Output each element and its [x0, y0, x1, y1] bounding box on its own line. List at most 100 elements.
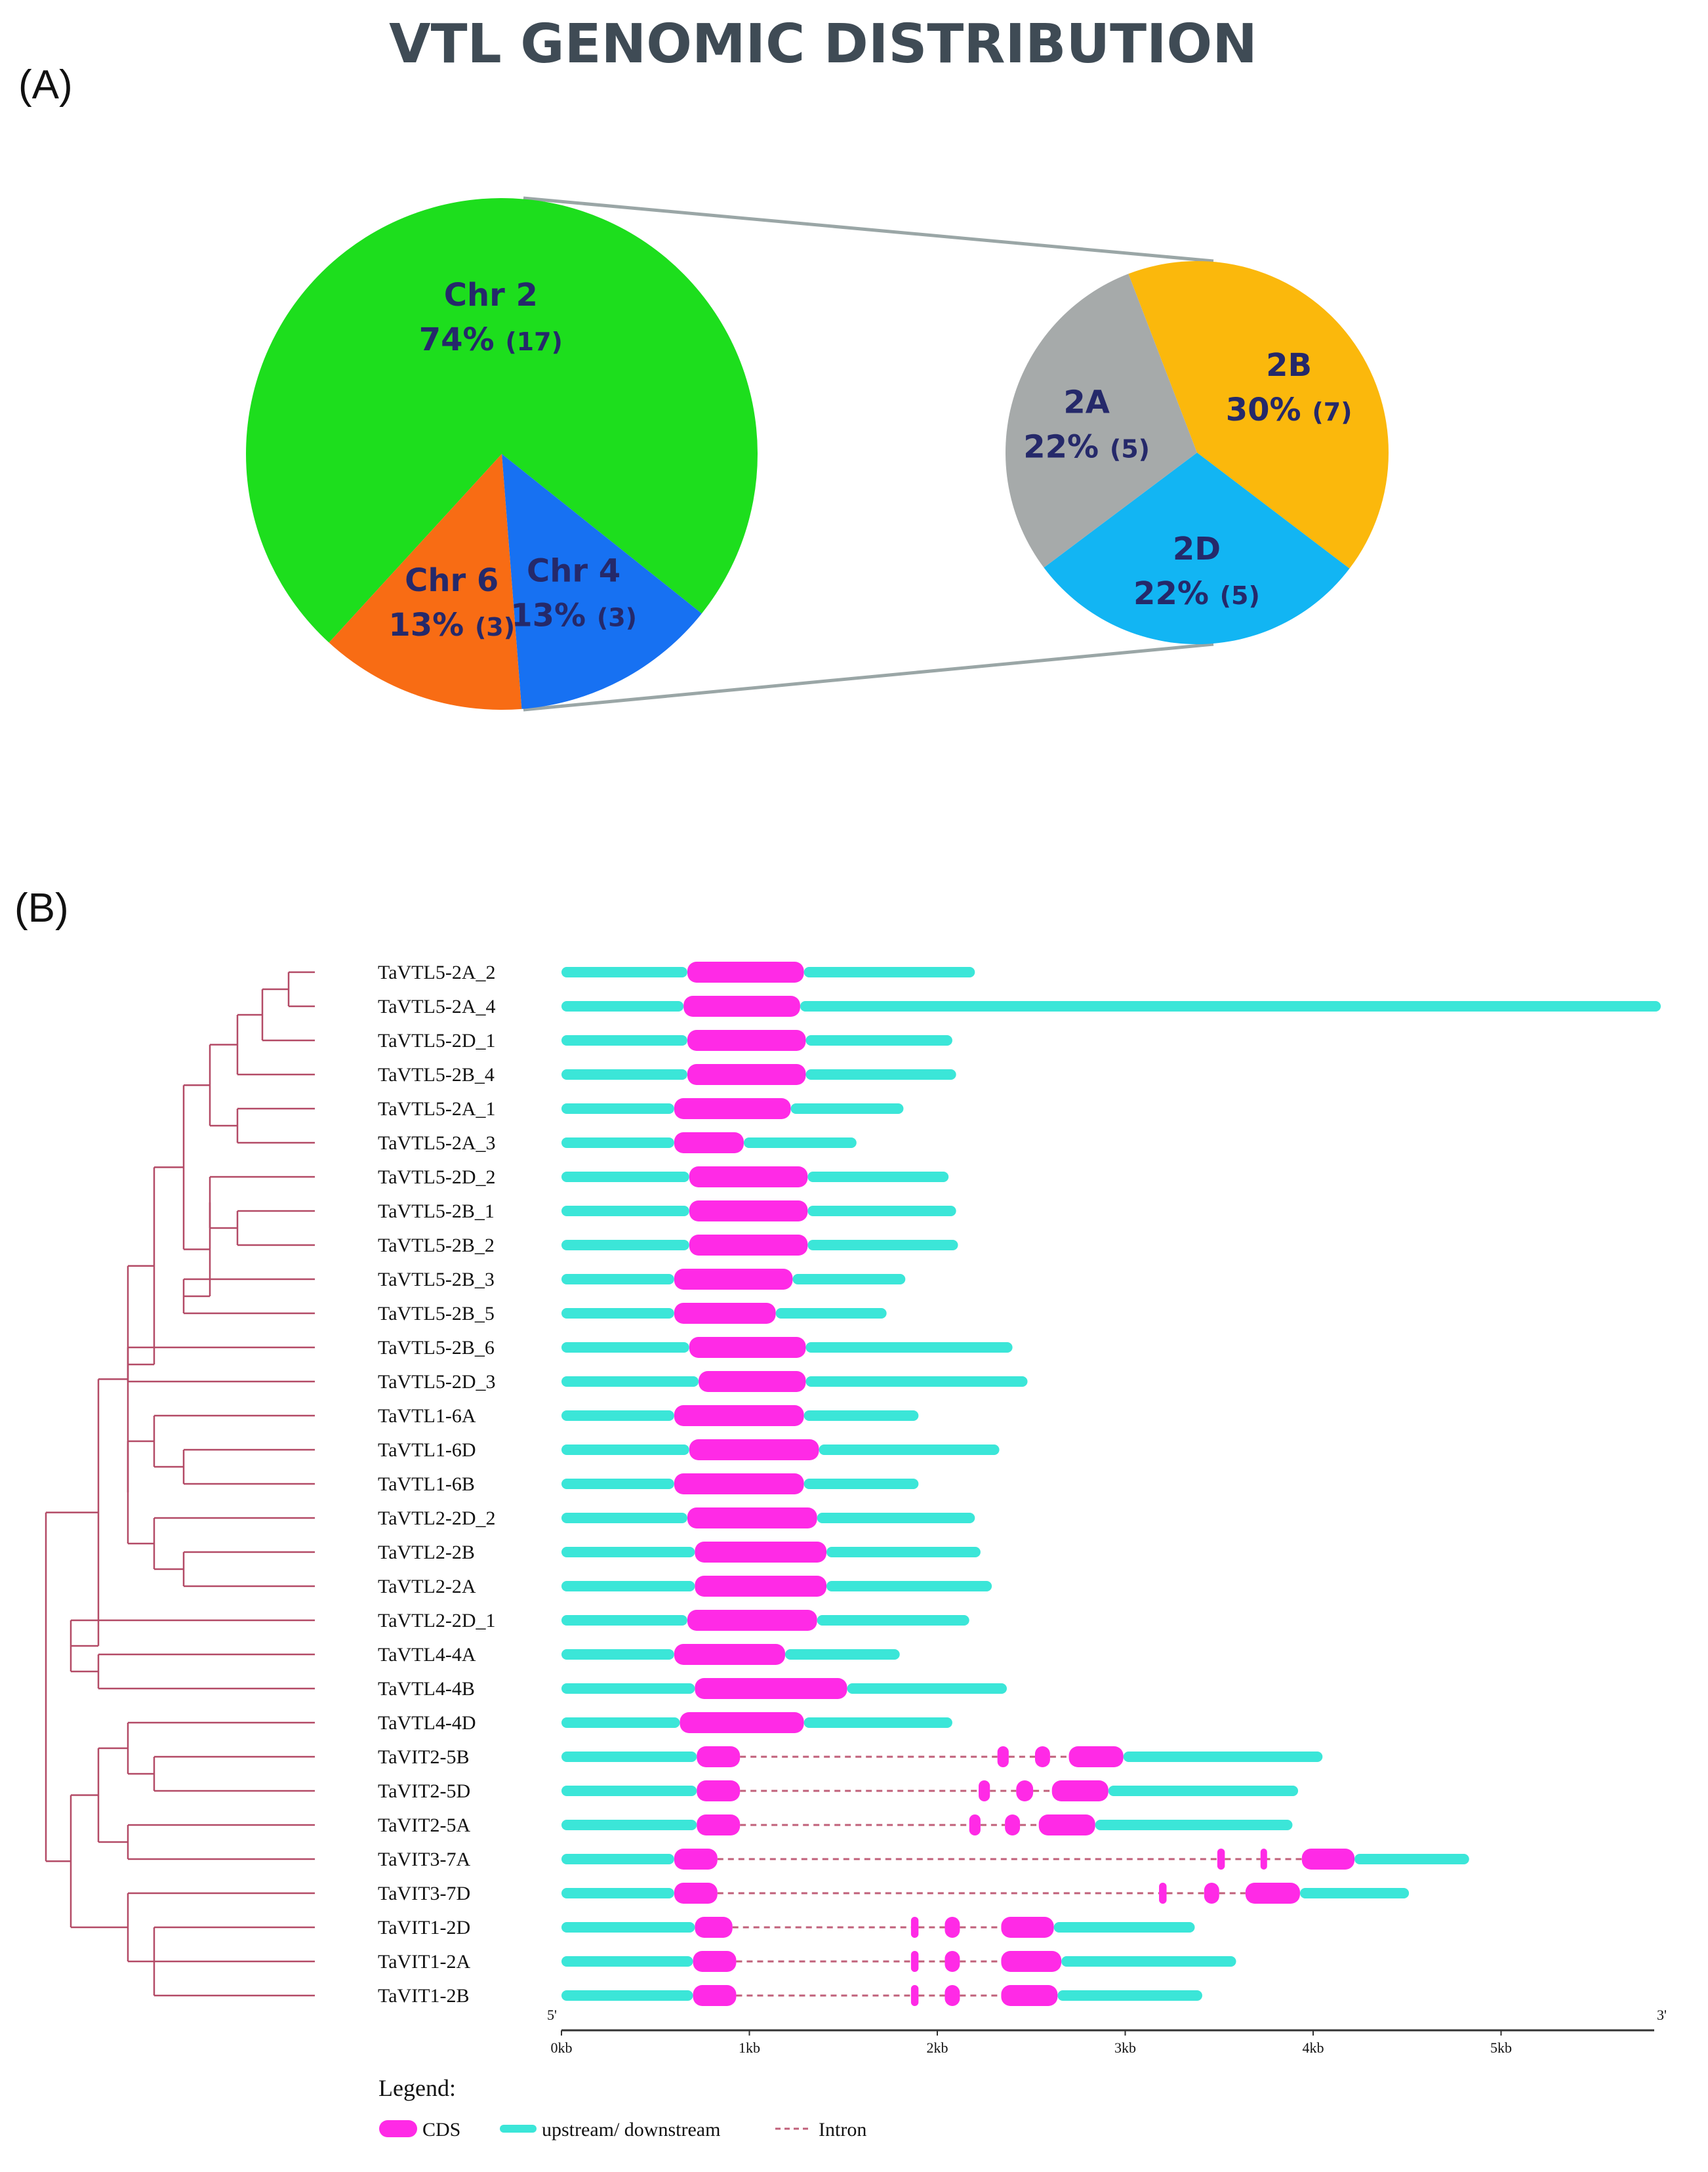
gene-row: [561, 1473, 919, 1494]
utr-upstream: [561, 1240, 689, 1250]
gene-label: TaVTL5-2A_4: [378, 996, 496, 1017]
utr-downstream: [803, 1479, 919, 1489]
phylogenetic-tree: [45, 971, 315, 1997]
utr-upstream: [561, 1683, 695, 1694]
utr-downstream: [805, 1069, 956, 1080]
gene-row: [561, 1064, 956, 1085]
gene-row: [561, 1542, 981, 1563]
utr-downstream: [807, 1240, 958, 1250]
gene-row: [561, 1951, 1236, 1972]
cds-exon: [674, 1098, 791, 1119]
utr-upstream: [561, 1717, 680, 1728]
utr-upstream: [561, 1854, 674, 1864]
panel-b-gene-structure: TaVTL5-2A_2 TaVTL5-2A_4 TaVTL5-2D_1 TaVTL5-…: [45, 962, 1667, 2141]
utr-upstream: [561, 1410, 674, 1421]
cds-exon: [1051, 1780, 1108, 1801]
gene-label: TaVTL5-2B_1: [378, 1200, 495, 1222]
gene-label: TaVTL5-2D_2: [378, 1166, 496, 1188]
gene-label: TaVIT2-5A: [378, 1814, 471, 1836]
utr-downstream: [1108, 1786, 1299, 1796]
gene-row: [561, 1780, 1299, 1801]
cds-exon: [910, 1951, 919, 1972]
cds-exon: [695, 1678, 847, 1699]
utr-upstream: [561, 1376, 699, 1387]
gene-label: TaVIT3-7D: [378, 1883, 470, 1904]
utr-upstream: [561, 1990, 693, 2001]
main-pie-label-value-0: 74% (17): [419, 321, 563, 358]
cds-exon: [1068, 1746, 1124, 1767]
cds-exon: [689, 1200, 808, 1221]
utr-upstream: [561, 1752, 697, 1762]
gene-row: [561, 1303, 887, 1324]
gene-row: [561, 1337, 1013, 1358]
chr2-pie-label-value-0: 30% (7): [1226, 392, 1352, 428]
utr-downstream: [807, 1172, 949, 1182]
gene-label: TaVIT2-5D: [378, 1780, 470, 1802]
cds-exon: [683, 996, 800, 1017]
cds-exon: [945, 1951, 960, 1972]
gene-label: TaVTL5-2A_1: [378, 1098, 496, 1120]
utr-downstream: [1123, 1752, 1323, 1762]
utr-downstream: [743, 1137, 857, 1148]
cds-exon: [674, 1303, 776, 1324]
cds-exon: [674, 1132, 744, 1153]
cds-exon: [697, 1780, 741, 1801]
cds-exon: [689, 1337, 806, 1358]
utr-downstream: [805, 1342, 1013, 1353]
cds-exon: [687, 1610, 817, 1631]
utr-downstream: [803, 1410, 919, 1421]
legend-title: Legend:: [378, 2075, 456, 2101]
gene-label: TaVIT1-2B: [378, 1985, 470, 2007]
main-pie-label-value-1: 13% (3): [510, 598, 637, 634]
utr-upstream: [561, 1445, 689, 1455]
cds-exon: [1159, 1883, 1167, 1904]
cds-exon: [680, 1712, 804, 1733]
cds-exon: [674, 1849, 718, 1870]
gene-row: [561, 996, 1661, 1017]
utr-upstream: [561, 1308, 674, 1319]
legend-cds-swatch: [379, 2120, 417, 2137]
utr-downstream: [817, 1513, 975, 1523]
cds-exon: [697, 1746, 741, 1767]
utr-upstream: [561, 1069, 687, 1080]
cds-exon: [1001, 1951, 1062, 1972]
gene-label: TaVTL4-4A: [378, 1644, 476, 1666]
utr-upstream: [561, 1649, 674, 1660]
utr-upstream: [561, 1206, 689, 1216]
axis-start-label: 5': [547, 2007, 557, 2023]
gene-label: TaVIT2-5B: [378, 1746, 470, 1768]
gene-label: TaVTL5-2A_3: [378, 1132, 496, 1154]
gene-row: [561, 1883, 1410, 1904]
utr-downstream: [775, 1308, 887, 1319]
utr-upstream: [561, 1513, 687, 1523]
kb-axis: 0kb 1kb 2kb 3kb 4kb 5kb 5' 3': [547, 2007, 1667, 2056]
gene-row: [561, 1166, 949, 1187]
chr2-pie-label-value-1: 22% (5): [1133, 575, 1260, 612]
gene-label: TaVTL1-6B: [378, 1473, 475, 1495]
gene-row: [561, 1235, 958, 1256]
gene-label: TaVTL2-2A: [378, 1576, 476, 1597]
cds-exon: [1038, 1814, 1095, 1835]
gene-row: [561, 1098, 904, 1119]
gene-row: [561, 1030, 952, 1051]
gene-label: TaVTL2-2D_2: [378, 1507, 496, 1529]
utr-upstream: [561, 1274, 674, 1284]
utr-downstream: [1095, 1820, 1293, 1830]
gene-label: TaVTL1-6D: [378, 1439, 476, 1461]
cds-exon: [689, 1439, 819, 1460]
utr-upstream: [561, 1137, 674, 1148]
zoom-connector-top: [523, 196, 1214, 263]
gene-label-column: TaVTL5-2A_2 TaVTL5-2A_4 TaVTL5-2D_1 TaVTL5-…: [378, 962, 496, 2007]
gene-row: [561, 1746, 1323, 1767]
utr-downstream: [805, 1376, 1028, 1387]
cds-exon: [674, 1473, 804, 1494]
utr-upstream: [561, 1888, 674, 1898]
gene-label: TaVTL4-4D: [378, 1712, 476, 1734]
figure-title: VTL GENOMIC DISTRIBUTION: [389, 13, 1257, 75]
gene-label: TaVTL5-2B_5: [378, 1303, 495, 1324]
chr2-pie-label-name-1: 2D: [1173, 531, 1221, 567]
gene-structure-tracks: [561, 962, 1661, 2006]
legend-utr-label: upstream/ downstream: [542, 2119, 720, 2141]
gene-label: TaVIT3-7A: [378, 1849, 471, 1870]
